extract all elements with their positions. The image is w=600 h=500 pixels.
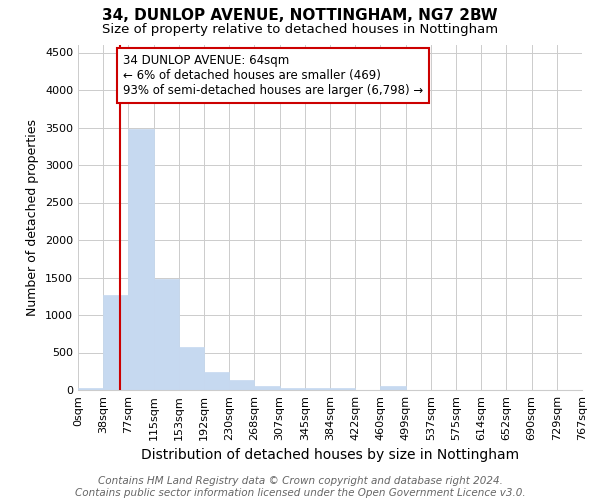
Text: Contains HM Land Registry data © Crown copyright and database right 2024.
Contai: Contains HM Land Registry data © Crown c… [74,476,526,498]
Bar [154,279,179,390]
Bar [254,386,280,390]
Bar [204,372,229,390]
Bar [305,388,330,390]
Bar [330,388,355,390]
Bar [128,129,154,390]
Text: 34 DUNLOP AVENUE: 64sqm
← 6% of detached houses are smaller (469)
93% of semi-de: 34 DUNLOP AVENUE: 64sqm ← 6% of detached… [123,54,423,97]
Bar [280,388,305,390]
Y-axis label: Number of detached properties: Number of detached properties [26,119,40,316]
X-axis label: Distribution of detached houses by size in Nottingham: Distribution of detached houses by size … [141,448,519,462]
Bar [103,294,128,390]
Bar [229,380,254,390]
Text: Size of property relative to detached houses in Nottingham: Size of property relative to detached ho… [102,22,498,36]
Bar [78,388,103,390]
Text: 34, DUNLOP AVENUE, NOTTINGHAM, NG7 2BW: 34, DUNLOP AVENUE, NOTTINGHAM, NG7 2BW [102,8,498,22]
Bar [380,386,406,390]
Bar [179,347,204,390]
